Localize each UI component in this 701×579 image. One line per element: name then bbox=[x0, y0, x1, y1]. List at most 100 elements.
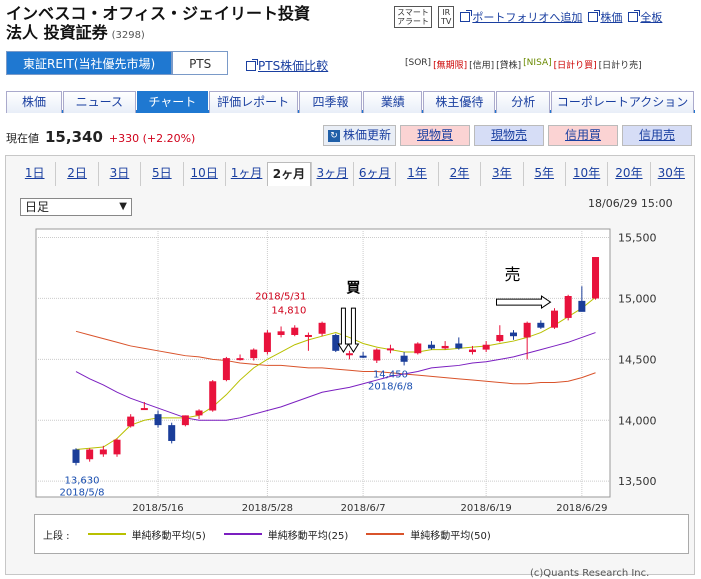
market-pts-button[interactable]: PTS bbox=[172, 51, 229, 75]
smart-alert-badge[interactable]: スマート アラート bbox=[394, 6, 432, 28]
refresh-price-label: 株価更新 bbox=[343, 128, 392, 142]
spot-buy-button[interactable]: 現物買 bbox=[400, 125, 471, 146]
tab-stock-price[interactable]: 株価 bbox=[6, 91, 62, 113]
stock-code: (3298) bbox=[111, 30, 145, 41]
candle-body bbox=[578, 300, 586, 312]
candle-body bbox=[291, 327, 299, 335]
candlestick-chart: 15,500 15,000 14,500 14,000 13,500 2018/5/16 2… bbox=[35, 228, 657, 511]
pts-compare-label: PTS株価比較 bbox=[258, 59, 329, 73]
tab-rating-report[interactable]: 評価レポート bbox=[208, 91, 298, 113]
price-change: +330 (+2.20%) bbox=[108, 132, 196, 145]
tab-quarterly[interactable]: 四季報 bbox=[298, 91, 363, 113]
candle-body bbox=[113, 439, 121, 455]
candle-body bbox=[523, 322, 531, 338]
x-tick-label: 2018/6/29 bbox=[556, 503, 607, 511]
low-value-label: 14,450 bbox=[373, 369, 408, 380]
high-value-label: 14,810 bbox=[271, 306, 306, 317]
ir-tv-badge[interactable]: IR TV bbox=[438, 6, 455, 28]
period-tab-5[interactable]: 1ヶ月 bbox=[224, 162, 267, 186]
stock-price-link[interactable]: 株価 bbox=[588, 9, 622, 25]
external-link-icon bbox=[628, 10, 641, 22]
interval-select[interactable]: 日足 ▼ bbox=[20, 198, 132, 216]
tab-chart[interactable]: チャート bbox=[136, 91, 208, 113]
add-portfolio-link[interactable]: ポートフォリオへ追加 bbox=[460, 9, 582, 25]
legend-ma25: 単純移動平均(25) bbox=[223, 527, 349, 542]
sell-annotation: 売 bbox=[504, 265, 520, 284]
candle-body bbox=[345, 353, 353, 356]
legend-ma25-label: 単純移動平均(25) bbox=[267, 530, 349, 542]
main-nav: 株価 ニュース チャート 評価レポート 四季報 業績 株主優待 分析 コーポレー… bbox=[6, 91, 695, 113]
period-tabs: 1日 2日 3日 5日 10日 1ヶ月 2ヶ月 3ヶ月 6ヶ月 1年 2年 3年 5年 10年 20年 30年 bbox=[14, 162, 692, 186]
period-tab-8[interactable]: 6ヶ月 bbox=[353, 162, 395, 186]
y-tick-label: 15,000 bbox=[618, 292, 657, 305]
spot-sell-button[interactable]: 現物売 bbox=[474, 125, 545, 146]
period-tab-15[interactable]: 30年 bbox=[649, 162, 692, 186]
market-tse-reit-button[interactable]: 東証REIT(当社優先市場) bbox=[6, 51, 173, 75]
trading-tags: [SOR] [無期限] [信用] [貸株] [NISA] [日計り買] [日計り… bbox=[405, 58, 642, 71]
candle-body bbox=[127, 416, 135, 427]
period-tab-0[interactable]: 1日 bbox=[24, 166, 45, 180]
tab-corporate-action[interactable]: コーポレートアクション bbox=[551, 91, 694, 113]
page-title: インベスコ・オフィス・ジェイリート投資 法人 投資証券 (3298) bbox=[6, 4, 310, 45]
first-low-value-label: 13,630 bbox=[65, 475, 100, 486]
add-portfolio-label: ポートフォリオへ追加 bbox=[472, 11, 583, 24]
full-board-label: 全板 bbox=[640, 11, 663, 24]
full-board-link[interactable]: 全板 bbox=[628, 9, 662, 25]
candle-body bbox=[414, 343, 422, 354]
tag-sor: [SOR] bbox=[405, 58, 432, 68]
candle-body bbox=[250, 349, 258, 359]
candle-body bbox=[209, 381, 217, 411]
tag-daytrade-sell: [日計り売] bbox=[598, 61, 642, 71]
tab-performance[interactable]: 業績 bbox=[363, 91, 423, 113]
tag-daytrade-buy: [日計り買] bbox=[553, 61, 597, 71]
tag-nisa: [NISA] bbox=[523, 58, 552, 68]
legend-ma5: 単純移動平均(5) bbox=[87, 527, 206, 542]
pts-compare-link[interactable]: PTS株価比較 bbox=[246, 57, 328, 74]
candle-body bbox=[537, 322, 545, 328]
margin-buy-button[interactable]: 信用買 bbox=[548, 125, 619, 146]
candle-body bbox=[154, 414, 162, 426]
tab-shareholder-benefits[interactable]: 株主優待 bbox=[423, 91, 496, 113]
period-tab-11[interactable]: 3年 bbox=[480, 162, 522, 186]
sell-arrow bbox=[496, 295, 552, 310]
tag-no-limit: [無期限] bbox=[433, 61, 468, 71]
period-tab-9[interactable]: 1年 bbox=[395, 162, 437, 186]
legend-ma5-swatch bbox=[87, 533, 126, 535]
chart-timestamp: 18/06/29 15:00 bbox=[588, 197, 673, 210]
period-tab-4[interactable]: 10日 bbox=[182, 162, 225, 186]
tab-analysis[interactable]: 分析 bbox=[496, 91, 551, 113]
x-tick-label: 2018/6/7 bbox=[341, 503, 386, 511]
period-tab-1[interactable]: 2日 bbox=[55, 162, 97, 186]
candle-body bbox=[482, 344, 490, 350]
buy-annotation: 買 bbox=[346, 280, 361, 296]
period-tab-14[interactable]: 20年 bbox=[607, 162, 649, 186]
candle-body bbox=[400, 355, 408, 362]
ma50-line bbox=[75, 330, 596, 385]
high-date-label: 2018/5/31 bbox=[255, 292, 306, 303]
period-tab-2[interactable]: 3日 bbox=[97, 162, 140, 186]
stock-price-label: 株価 bbox=[600, 11, 623, 24]
candle-body bbox=[222, 358, 230, 381]
plot-area bbox=[35, 228, 611, 498]
trade-actions: ↻ 株価更新 現物買 現物売 信用買 信用売 bbox=[323, 125, 693, 146]
period-tab-7[interactable]: 3ヶ月 bbox=[310, 162, 353, 186]
x-tick-label: 2018/5/28 bbox=[242, 503, 293, 511]
refresh-icon: ↻ bbox=[328, 129, 340, 142]
period-tab-3[interactable]: 5日 bbox=[140, 162, 182, 186]
refresh-price-button[interactable]: ↻ 株価更新 bbox=[323, 125, 397, 146]
candle-body bbox=[168, 425, 176, 441]
period-tab-6[interactable]: 2ヶ月 bbox=[267, 162, 311, 186]
price-summary: 現在値 15,340 +330 (+2.20%) bbox=[6, 128, 195, 146]
candle-body bbox=[86, 449, 94, 460]
period-tab-13[interactable]: 10年 bbox=[564, 162, 607, 186]
tab-news[interactable]: ニュース bbox=[62, 91, 136, 113]
header-links: スマート アラート IR TV ポートフォリオへ追加 株価 全板 bbox=[394, 6, 662, 28]
ma5-line bbox=[75, 296, 596, 450]
period-tab-12[interactable]: 5年 bbox=[522, 162, 565, 186]
margin-sell-button[interactable]: 信用売 bbox=[622, 125, 693, 146]
title-line-2: 法人 投資証券 bbox=[6, 23, 108, 42]
legend-ma50-swatch bbox=[366, 533, 405, 535]
period-tab-10[interactable]: 2年 bbox=[437, 162, 480, 186]
chevron-down-icon: ▼ bbox=[119, 201, 127, 212]
buy-arrow bbox=[337, 307, 350, 353]
